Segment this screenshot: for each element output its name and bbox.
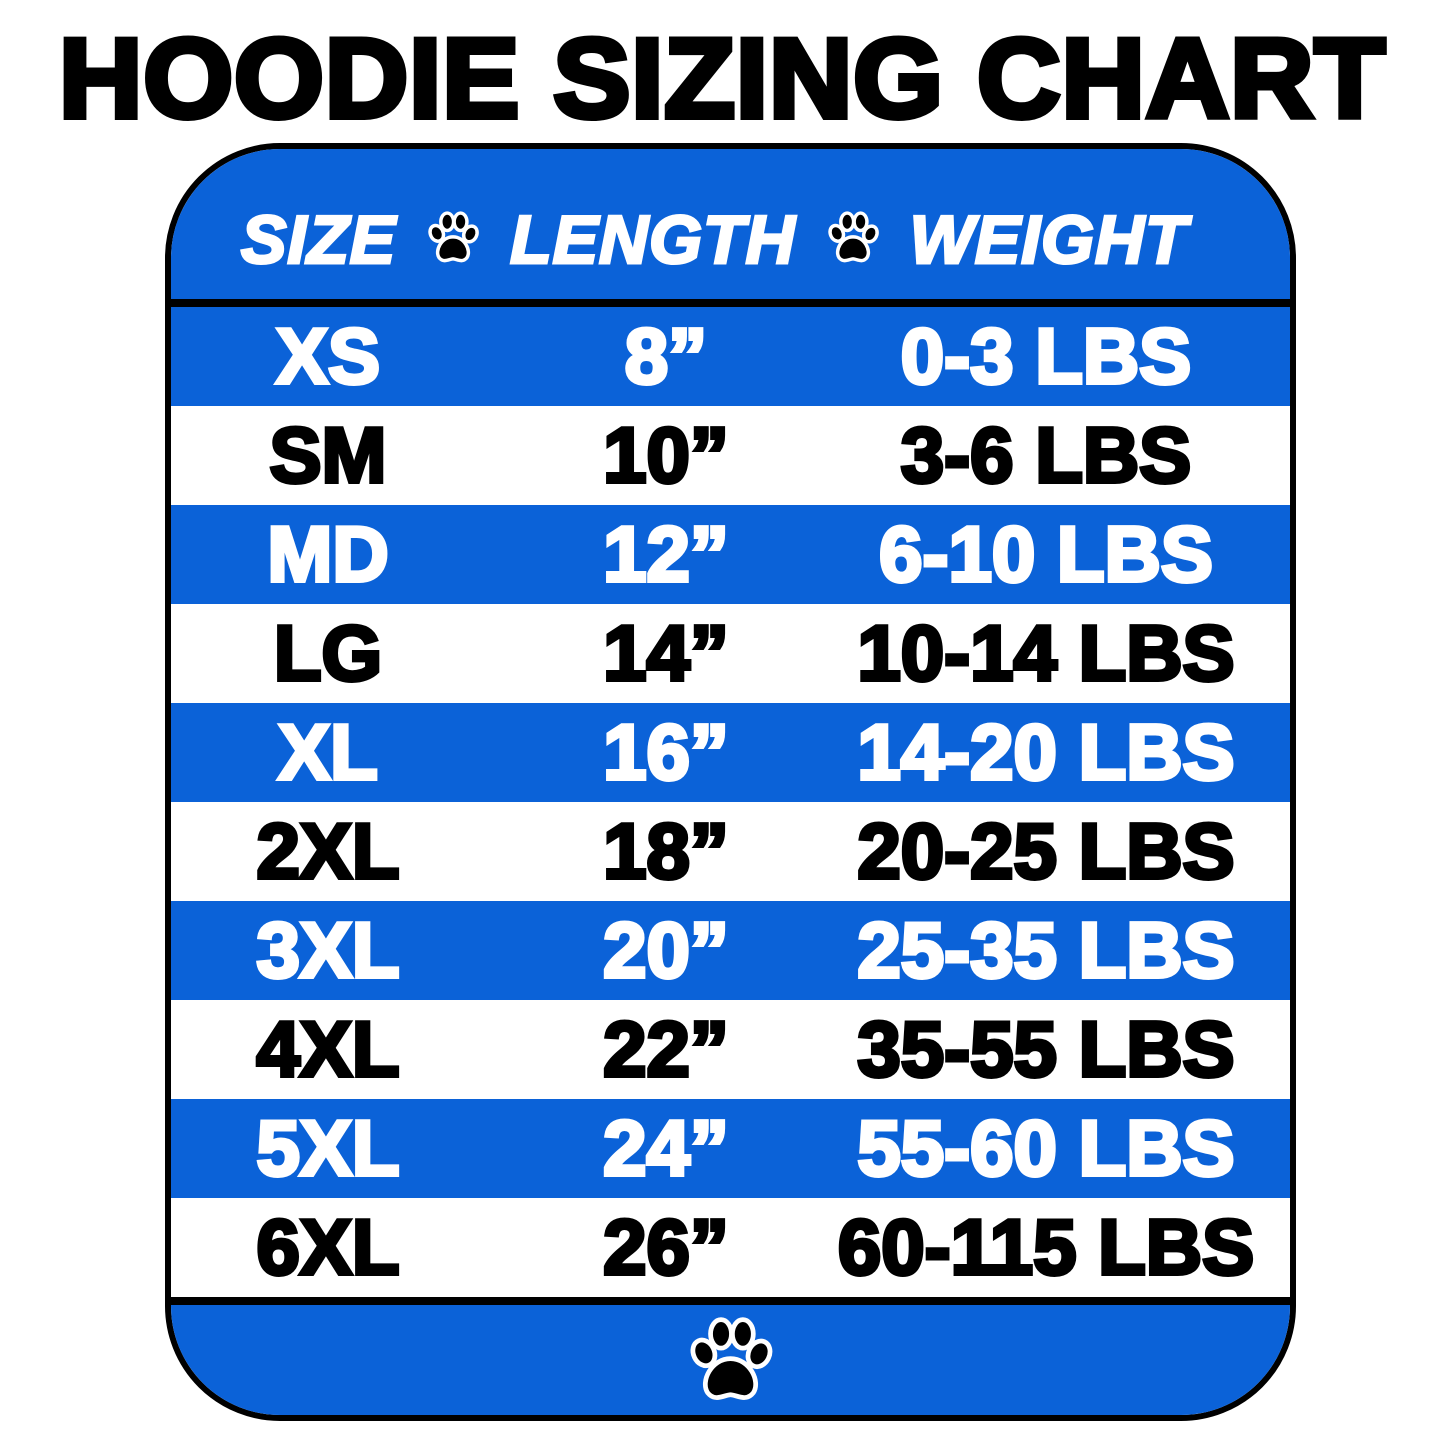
length-cell: 26” [601, 1201, 731, 1293]
table-header: SIZE LENGTH WEIGHT [171, 149, 1290, 307]
chart-title: HOODIE SIZING CHART [56, 13, 1388, 144]
length-cell: 14” [601, 607, 731, 699]
size-cell: 4XL [254, 1003, 401, 1095]
size-cell: XS [274, 310, 382, 402]
table-body: XS 8” 0-3 LBS SM 10” 3-6 LBS MD 12” 6-10 LBS LG 14… [171, 307, 1290, 1297]
weight-cell: 14-20 LBS [855, 706, 1236, 798]
length-cell: 16” [601, 706, 731, 798]
length-cell: 10” [601, 409, 731, 501]
table-row: MD 12” 6-10 LBS [171, 505, 1290, 604]
length-cell: 12” [601, 508, 731, 600]
table-row: 3XL 20” 25-35 LBS [171, 901, 1290, 1000]
paw-print-icon [424, 209, 482, 272]
weight-cell: 6-10 LBS [877, 508, 1215, 600]
table-row: XL 16” 14-20 LBS [171, 703, 1290, 802]
paw-print-icon [824, 209, 882, 272]
weight-cell: 55-60 LBS [855, 1102, 1236, 1194]
size-cell: 5XL [254, 1102, 401, 1194]
table-row: 4XL 22” 35-55 LBS [171, 1000, 1290, 1099]
length-cell: 20” [601, 904, 731, 996]
weight-cell: 20-25 LBS [855, 805, 1236, 897]
length-cell: 22” [601, 1003, 731, 1095]
weight-cell: 10-14 LBS [855, 607, 1236, 699]
table-row: XS 8” 0-3 LBS [171, 307, 1290, 406]
sizing-table: SIZE LENGTH WEIGHT XS 8” 0-3 LBS SM 10” 3-6 L… [165, 143, 1296, 1421]
table-row: 6XL 26” 60-115 LBS [171, 1198, 1290, 1297]
header-length: LENGTH [509, 201, 797, 280]
table-row: SM 10” 3-6 LBS [171, 406, 1290, 505]
size-cell: LG [272, 607, 384, 699]
paw-print-icon [683, 1313, 778, 1413]
length-cell: 8” [623, 310, 709, 402]
table-row: 2XL 18” 20-25 LBS [171, 802, 1290, 901]
size-cell: 6XL [254, 1201, 401, 1293]
size-cell: XL [276, 706, 380, 798]
length-cell: 24” [601, 1102, 731, 1194]
size-cell: MD [265, 508, 390, 600]
weight-cell: 3-6 LBS [899, 409, 1193, 501]
length-cell: 18” [601, 805, 731, 897]
weight-cell: 35-55 LBS [855, 1003, 1236, 1095]
table-footer [171, 1297, 1290, 1415]
table-row: LG 14” 10-14 LBS [171, 604, 1290, 703]
table-row: 5XL 24” 55-60 LBS [171, 1099, 1290, 1198]
weight-cell: 60-115 LBS [836, 1201, 1256, 1293]
header-weight: WEIGHT [908, 201, 1188, 280]
size-cell: 3XL [254, 904, 401, 996]
weight-cell: 0-3 LBS [899, 310, 1193, 402]
size-cell: 2XL [254, 805, 401, 897]
size-cell: SM [268, 409, 389, 501]
header-size: SIZE [239, 201, 397, 280]
weight-cell: 25-35 LBS [855, 904, 1236, 996]
